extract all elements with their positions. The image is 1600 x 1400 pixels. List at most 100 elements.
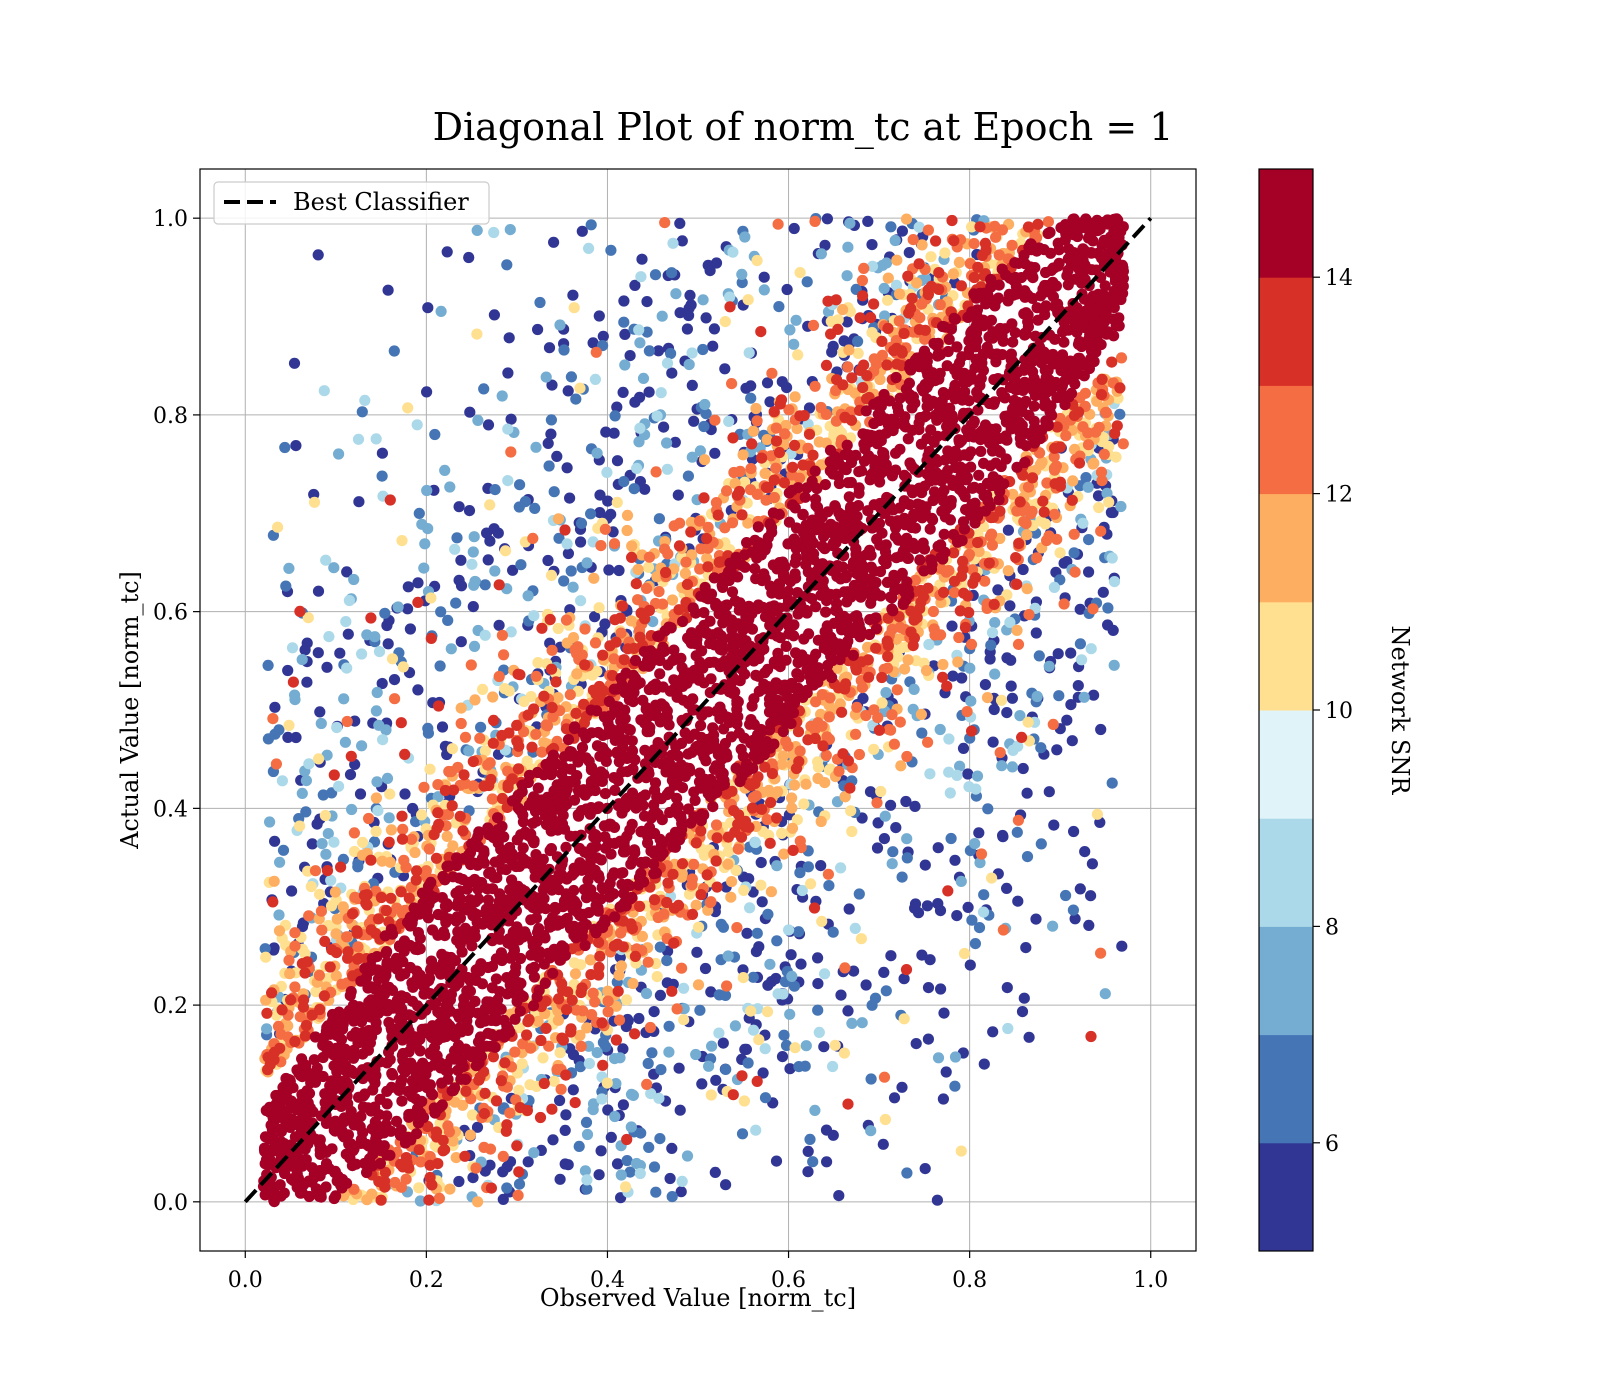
scatter-point [755, 879, 767, 891]
scatter-point [1002, 565, 1014, 577]
scatter-point [698, 492, 710, 504]
scatter-point [761, 814, 773, 826]
scatter-point [894, 716, 906, 728]
scatter-point [498, 649, 510, 661]
scatter-point [743, 347, 755, 359]
scatter-point [1072, 680, 1084, 692]
scatter-point [312, 647, 324, 659]
scatter-point [605, 244, 617, 256]
scatter-point [513, 740, 525, 752]
scatter-point [727, 1089, 739, 1101]
scatter-point [753, 941, 765, 953]
scatter-point [871, 797, 883, 809]
scatter-point [844, 217, 856, 229]
scatter-point [1068, 528, 1080, 540]
scatter-point [920, 665, 933, 677]
scatter-point [827, 926, 839, 938]
scatter-point [934, 905, 947, 917]
scatter-point [617, 1043, 629, 1055]
scatter-point [603, 564, 615, 576]
scatter-point [1095, 525, 1107, 537]
scatter-point [349, 891, 361, 904]
scatter-point [671, 1003, 683, 1015]
scatter-point [363, 812, 375, 825]
scatter-point [792, 349, 804, 361]
scatter-point [938, 586, 950, 599]
scatter-point [786, 822, 799, 834]
scatter-point [382, 284, 394, 296]
scatter-point [802, 861, 815, 873]
scatter-point [413, 1144, 425, 1156]
scatter-point [1100, 406, 1112, 419]
scatter-point [750, 1124, 762, 1136]
scatter-point [844, 782, 856, 794]
scatter-point [889, 234, 901, 247]
scatter-point [919, 1163, 931, 1175]
scatter-point [402, 603, 414, 615]
scatter-point [396, 833, 409, 845]
scatter-point [1074, 883, 1086, 895]
scatter-point [666, 985, 678, 997]
scatter-point [449, 543, 461, 555]
scatter-point [736, 1070, 748, 1082]
scatter-point [944, 787, 956, 799]
scatter-point [471, 224, 483, 236]
scatter-point [600, 426, 612, 438]
scatter-point [661, 955, 673, 967]
scatter-point [684, 289, 696, 301]
scatter-point [794, 745, 806, 757]
scatter-point [613, 1014, 626, 1026]
scatter-point [689, 728, 701, 740]
scatter-point [433, 1192, 445, 1204]
scatter-point [959, 621, 972, 634]
scatter-point [537, 1052, 549, 1064]
scatter-point [803, 428, 816, 440]
scatter-point [1002, 524, 1015, 536]
scatter-point [788, 779, 801, 791]
scatter-point [300, 775, 312, 787]
scatter-point [816, 720, 828, 732]
scatter-point [727, 432, 739, 444]
scatter-point [634, 337, 646, 349]
scatter-point [1014, 496, 1026, 508]
scatter-point [479, 1087, 491, 1099]
scatter-point [329, 886, 341, 898]
scatter-point [849, 922, 861, 935]
scatter-point [643, 551, 656, 563]
scatter-point [529, 502, 541, 514]
scatter-point [648, 1161, 661, 1173]
scatter-point [375, 1194, 387, 1206]
scatter-point [858, 262, 870, 274]
scatter-point [425, 592, 437, 604]
scatter-point [413, 1182, 425, 1194]
scatter-point [747, 1024, 760, 1036]
scatter-point [431, 1131, 443, 1143]
scatter-point [831, 598, 843, 610]
scatter-point [277, 844, 290, 856]
scatter-point [668, 937, 680, 949]
scatter-point [788, 222, 800, 235]
scatter-point [1023, 409, 1035, 421]
scatter-point [501, 1119, 513, 1131]
scatter-point [588, 572, 600, 584]
scatter-point [909, 902, 921, 914]
scatter-point [389, 1176, 401, 1189]
scatter-point [833, 765, 845, 777]
scatter-point [1074, 638, 1086, 650]
scatter-point [893, 288, 906, 300]
scatter-point [798, 798, 810, 810]
scatter-point [930, 235, 942, 247]
scatter-point [562, 547, 575, 560]
scatter-point [681, 323, 694, 335]
scatter-point [697, 343, 709, 356]
scatter-point [1061, 556, 1073, 568]
scatter-point [365, 854, 377, 866]
scatter-point [356, 406, 368, 418]
scatter-point [597, 1059, 609, 1071]
scatter-point [479, 629, 491, 641]
scatter-point [955, 1145, 967, 1157]
scatter-point [609, 410, 621, 422]
scatter-point [575, 536, 587, 548]
scatter-point [756, 452, 768, 464]
scatter-point [451, 532, 463, 544]
